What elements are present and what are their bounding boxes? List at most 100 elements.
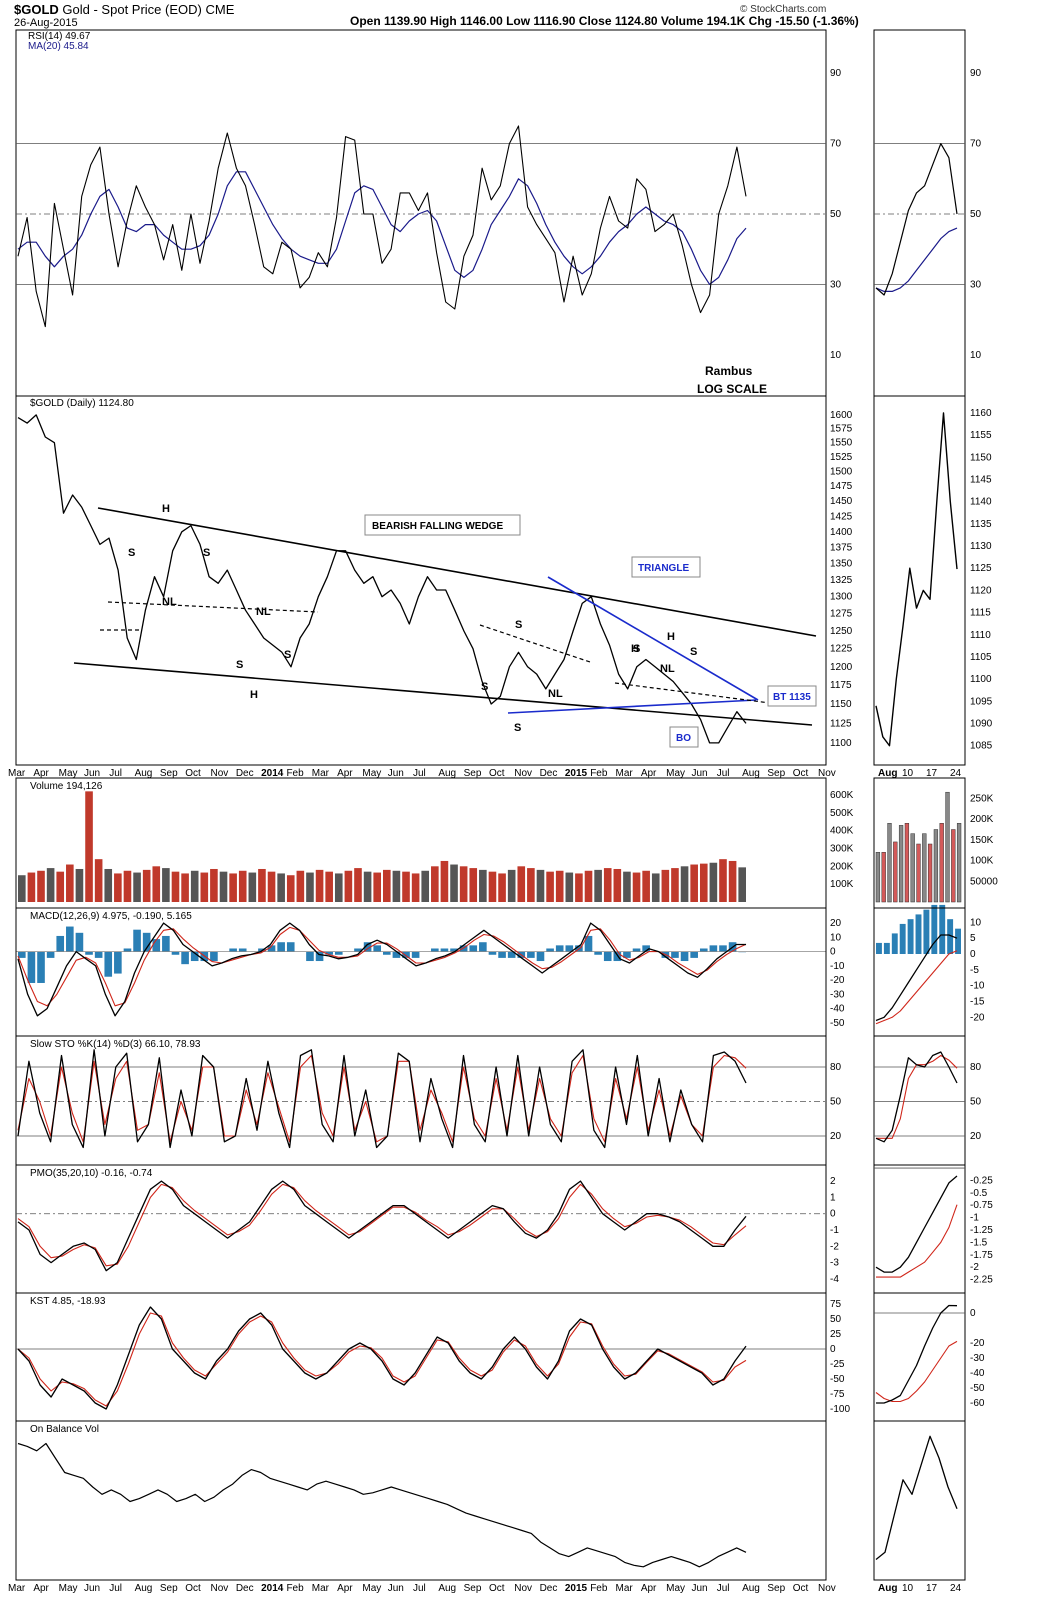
pmo-y-tick: -2 — [830, 1241, 839, 1252]
macd-zoom-y-tick: 0 — [970, 949, 976, 960]
macd-histogram-bar — [114, 951, 122, 974]
volume-bar — [383, 869, 391, 902]
price-x-axis-label-zoom: 17 — [926, 768, 938, 779]
macd-histogram-bar — [94, 951, 103, 958]
kst-y-tick: -50 — [830, 1374, 845, 1385]
price-zoom-y-tick: 1145 — [970, 474, 992, 485]
slow-sto-y-tick: 50 — [830, 1097, 842, 1108]
macd-zoom-histogram-bar — [947, 919, 954, 954]
kst-zoom-y-tick: -20 — [970, 1338, 985, 1349]
macd-histogram-bar — [104, 951, 113, 977]
neckline-3 — [479, 624, 591, 663]
bo-callout-box — [669, 726, 699, 748]
volume-bar — [738, 867, 746, 902]
price-y-tick: 1150 — [830, 699, 852, 710]
bottom-x-axis-label: Jun — [84, 1583, 100, 1594]
rsi-ma-line — [17, 171, 747, 285]
pmo-zoom-y-tick: -1 — [970, 1213, 979, 1224]
macd-zoom-line — [875, 934, 958, 1022]
stockcharts-brand: © StockCharts.com — [740, 4, 827, 15]
macd-histogram-bar — [27, 951, 36, 983]
volume-bar — [623, 871, 631, 902]
macd-zoom-histogram-bar — [939, 904, 946, 954]
macd-y-tick: -50 — [830, 1018, 845, 1029]
volume-bar — [411, 873, 420, 902]
pmo-zoom-y-tick: -2 — [970, 1262, 979, 1273]
macd-histogram-bar — [709, 945, 718, 952]
macd-histogram-bar — [373, 945, 381, 952]
macd-histogram-bar — [680, 951, 689, 962]
kst-zoom-line — [876, 1304, 958, 1404]
volume-bar — [373, 872, 381, 902]
bottom-x-axis-label: Oct — [793, 1583, 809, 1594]
macd-histogram-bar — [46, 951, 55, 958]
price-x-axis-label: Jun — [691, 768, 707, 779]
volume-bar — [277, 873, 285, 902]
price-x-axis-label: Jul — [413, 768, 426, 779]
triangle-label: TRIANGLE — [638, 563, 689, 574]
price-x-axis-label: Aug — [742, 768, 760, 779]
bottom-x-axis-label: Nov — [818, 1583, 836, 1594]
price-y-tick: 1350 — [830, 559, 853, 570]
pmo-line — [17, 1180, 747, 1272]
volume-zoom-y-tick: 200K — [970, 814, 994, 825]
bottom-x-axis-label-zoom: 17 — [926, 1583, 938, 1594]
macd-histogram-bar — [450, 948, 458, 952]
macd-histogram-bar — [565, 945, 574, 952]
bottom-x-axis-label: Apr — [337, 1583, 353, 1594]
volume-bar — [709, 862, 718, 902]
rsi-legend: RSI(14) 49.67 — [28, 31, 91, 42]
chart-date: 26-Aug-2015 — [14, 17, 78, 29]
pattern-label: S — [236, 659, 243, 671]
volume-bar — [498, 873, 506, 902]
rsi-y-tick: 50 — [830, 209, 842, 220]
volume-bar — [363, 871, 372, 902]
slow-sto-y-tick: 20 — [830, 1131, 842, 1142]
volume-zoom-bar — [910, 833, 915, 903]
volume-bar — [527, 868, 535, 902]
volume-zoom-y-tick: 250K — [970, 793, 994, 804]
volume-zoom-bar — [898, 825, 904, 903]
pattern-label: H — [631, 643, 639, 655]
macd-zoom-y-tick: 10 — [970, 917, 982, 928]
volume-bar — [479, 869, 487, 902]
pattern-label: S — [128, 547, 135, 559]
volume-bar — [37, 870, 45, 902]
macd-histogram-bar — [431, 948, 439, 952]
bottom-x-axis-label: Jul — [109, 1583, 122, 1594]
pmo-y-tick: -4 — [830, 1274, 839, 1285]
volume-bar — [594, 869, 602, 902]
pattern-label: S — [284, 649, 291, 661]
price-zoom-y-tick: 1095 — [970, 696, 993, 707]
macd-signal-line — [17, 926, 747, 1007]
macd-zoom-y-tick: -20 — [970, 1012, 985, 1023]
price-y-tick: 1175 — [830, 680, 852, 691]
volume-bar — [642, 870, 650, 902]
macd-histogram-bar — [383, 951, 391, 955]
price-x-axis-label-zoom: 24 — [950, 768, 962, 779]
price-x-axis-label: Jul — [717, 768, 730, 779]
macd-zoom-histogram-bar — [907, 919, 914, 954]
volume-zoom-bar — [881, 852, 886, 903]
price-y-tick: 1600 — [830, 410, 853, 421]
rsi-y-tick: 10 — [830, 350, 842, 361]
volume-bar — [555, 870, 564, 902]
macd-histogram-bar — [142, 932, 151, 952]
kst-line — [17, 1306, 747, 1410]
wedge-lower-line — [73, 662, 813, 726]
volume-bar — [229, 873, 237, 902]
price-x-axis-label: Aug — [438, 768, 456, 779]
price-x-axis-label: Nov — [514, 768, 532, 779]
rsi-zoom-ma-line — [875, 227, 958, 292]
volume-bar — [306, 872, 314, 902]
macd-histogram-bar — [719, 945, 727, 952]
bottom-x-axis-label: Jun — [388, 1583, 404, 1594]
volume-zoom-bar — [951, 829, 956, 903]
volume-y-tick: 400K — [830, 826, 854, 837]
macd-histogram-bar — [479, 942, 487, 952]
kst-zoom-y-tick: -60 — [970, 1398, 985, 1409]
price-x-axis-label: Feb — [286, 768, 304, 779]
price-x-axis-label: Jun — [388, 768, 404, 779]
volume-bar — [680, 866, 689, 902]
